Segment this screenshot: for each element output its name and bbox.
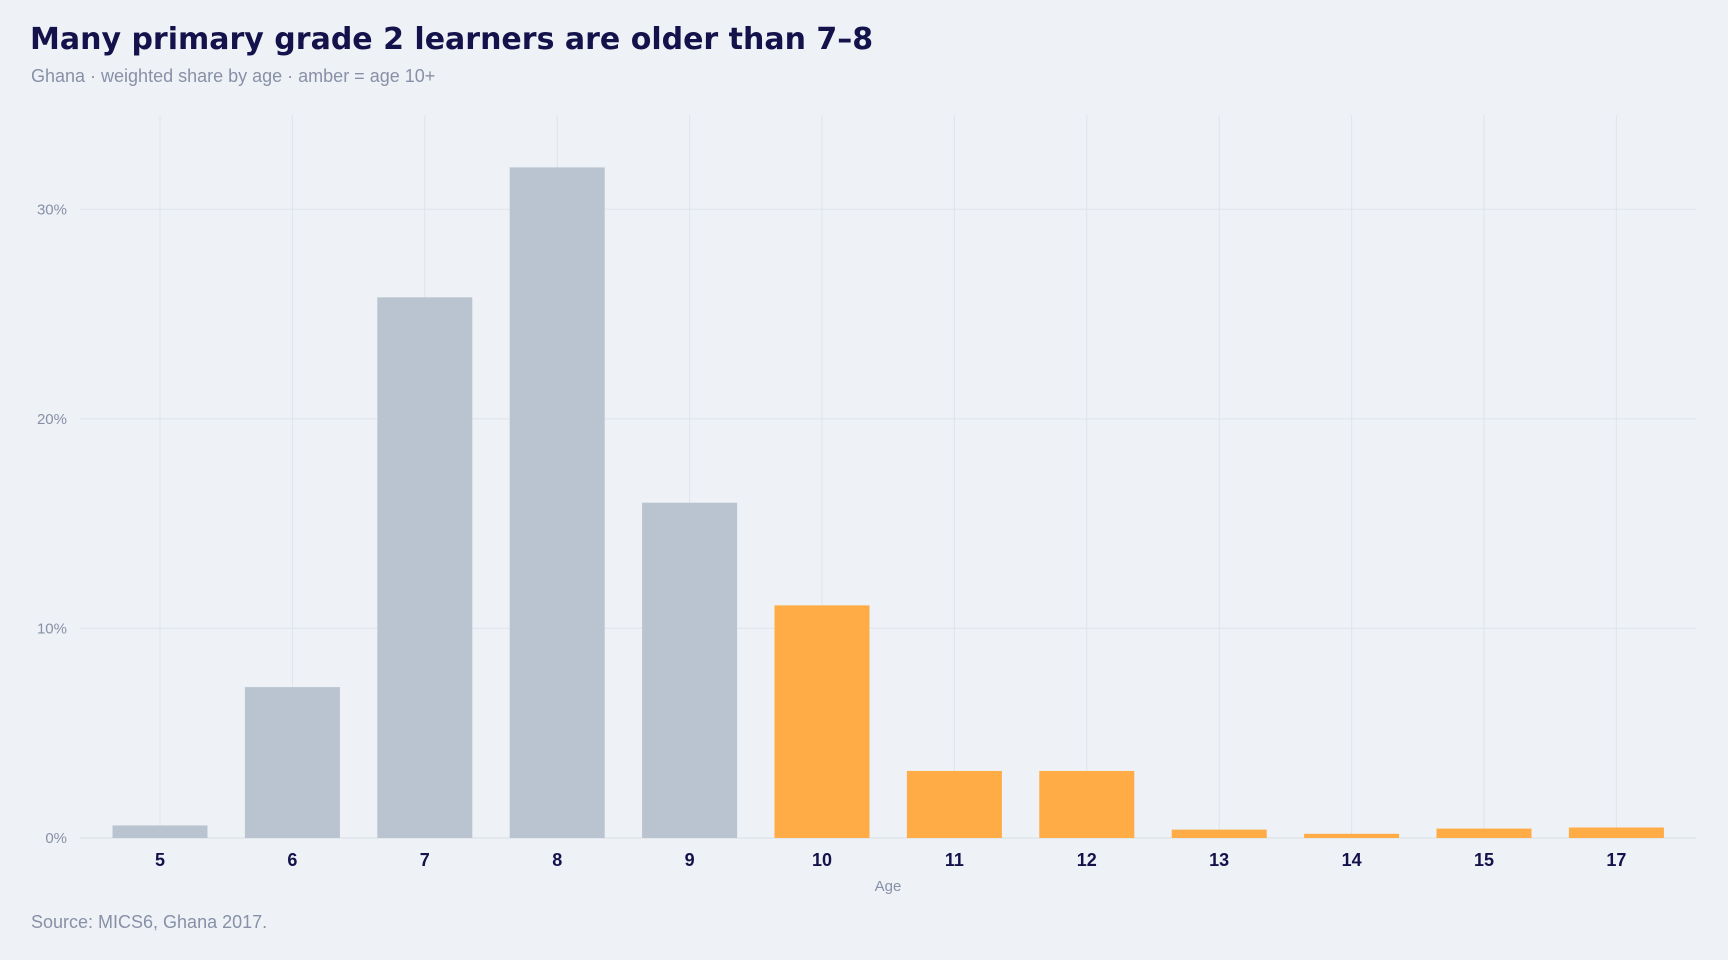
- x-tick-label: 17: [1606, 850, 1626, 870]
- y-tick-label: 10%: [37, 620, 67, 637]
- x-axis-label: Age: [875, 878, 902, 895]
- x-tick-label: 14: [1342, 850, 1362, 870]
- x-tick-label: 8: [552, 850, 562, 870]
- chart-title: Many primary grade 2 learners are older …: [30, 22, 874, 57]
- x-tick-label: 10: [812, 850, 832, 870]
- bar-age-13: [1171, 829, 1267, 838]
- label-layer: 0% 10% 20% 30% 5 6 7 8 9 10 11 12 13 14 15 17: [37, 201, 1626, 870]
- x-tick-label: 6: [287, 850, 297, 870]
- y-tick-label: 30%: [37, 201, 67, 218]
- chart-subtitle: Ghana · weighted share by age · amber = …: [31, 66, 436, 86]
- bar-age-6: [244, 687, 340, 838]
- x-tick-label: 15: [1474, 850, 1494, 870]
- x-tick-label: 7: [420, 850, 430, 870]
- x-tick-label: 13: [1209, 850, 1229, 870]
- x-tick-label: 5: [155, 850, 165, 870]
- bar-age-10: [774, 605, 870, 838]
- bar-age-17: [1568, 827, 1664, 838]
- x-tick-label: 12: [1077, 850, 1097, 870]
- source-note: Source: MICS6, Ghana 2017.: [31, 912, 268, 932]
- bar-age-5: [112, 825, 208, 838]
- bar-age-7: [377, 297, 473, 838]
- x-tick-label: 11: [945, 850, 964, 870]
- bar-age-11: [906, 770, 1002, 838]
- bar-layer: [112, 167, 1664, 839]
- bar-age-12: [1039, 770, 1135, 838]
- x-tick-label: 9: [685, 850, 695, 870]
- y-tick-label: 20%: [37, 411, 67, 428]
- bar-chart: 0% 10% 20% 30% 5 6 7 8 9 10 11 12 13 14 15 17 Age: [37, 115, 1696, 895]
- bar-age-9: [642, 502, 738, 838]
- bar-age-8: [509, 167, 605, 839]
- y-tick-label: 0%: [45, 830, 67, 847]
- bar-age-15: [1436, 828, 1532, 838]
- bar-age-14: [1304, 833, 1400, 838]
